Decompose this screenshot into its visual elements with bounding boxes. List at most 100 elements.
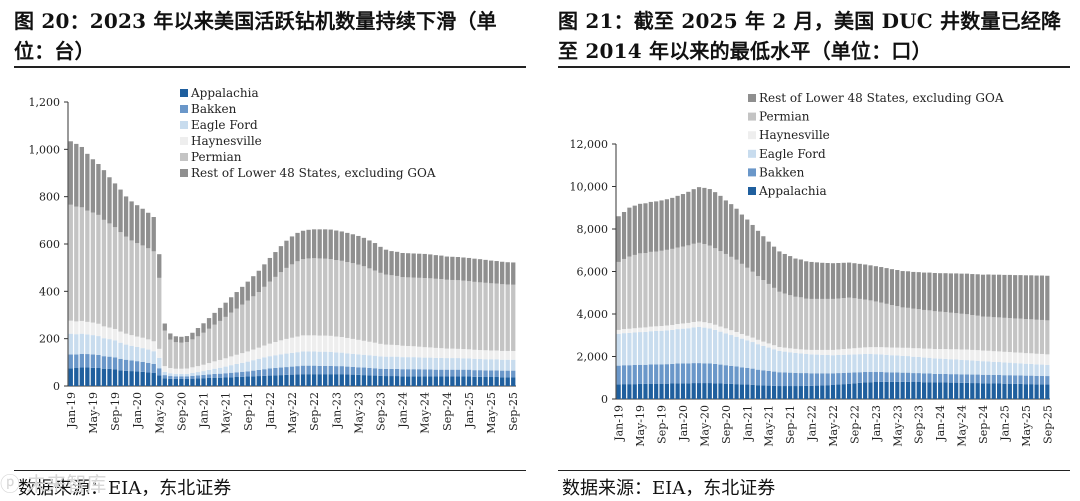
x-tick-label: Sep-24 bbox=[977, 405, 990, 444]
bar-bakken bbox=[400, 369, 405, 377]
x-tick-label: May-25 bbox=[485, 392, 498, 434]
bar-bakken bbox=[820, 373, 825, 386]
bar-rest-of-lower-48-states-excluding-goa bbox=[90, 159, 96, 213]
bar-rest-of-lower-48-states-excluding-goa bbox=[659, 200, 664, 251]
bar-haynesville bbox=[134, 336, 140, 347]
x-tick: May-20 bbox=[698, 405, 711, 447]
bar-rest-of-lower-48-states-excluding-goa bbox=[168, 333, 173, 340]
bar-appalachia bbox=[895, 381, 900, 399]
bar-permian bbox=[389, 275, 394, 345]
bar-haynesville bbox=[295, 336, 300, 353]
bar-haynesville bbox=[1034, 353, 1039, 365]
bar-bakken bbox=[997, 374, 1002, 384]
bar-haynesville bbox=[648, 326, 653, 332]
legend-swatch-bakken bbox=[180, 105, 188, 113]
bar-rest-of-lower-48-states-excluding-goa bbox=[367, 240, 372, 269]
bar-appalachia bbox=[1007, 383, 1012, 399]
bar-haynesville bbox=[938, 349, 943, 359]
bar-eagle-ford bbox=[245, 361, 250, 372]
bar-haynesville bbox=[782, 347, 787, 352]
bar-haynesville bbox=[964, 349, 970, 361]
bar-eagle-ford bbox=[975, 360, 980, 375]
bar-bakken bbox=[500, 370, 505, 378]
bar-haynesville bbox=[723, 328, 728, 334]
bar-rest-of-lower-48-states-excluding-goa bbox=[339, 231, 344, 261]
x-tick-label: Jan-19 bbox=[65, 392, 78, 429]
bar-haynesville bbox=[691, 321, 696, 328]
bar-haynesville bbox=[911, 348, 916, 357]
bar-eagle-ford bbox=[195, 372, 201, 376]
bar-eagle-ford bbox=[168, 373, 173, 377]
bar-permian bbox=[79, 207, 84, 321]
bar-eagle-ford bbox=[477, 359, 483, 371]
bar-haynesville bbox=[234, 354, 239, 364]
bar-appalachia bbox=[825, 385, 830, 399]
bar-eagle-ford bbox=[212, 368, 217, 374]
bar-rest-of-lower-48-states-excluding-goa bbox=[428, 254, 433, 279]
bar-rest-of-lower-48-states-excluding-goa bbox=[300, 230, 306, 260]
bar-bakken bbox=[675, 363, 680, 384]
x-tick-label: Jan-25 bbox=[463, 392, 476, 429]
legend-label: Rest of Lower 48 States, excluding GOA bbox=[191, 166, 436, 180]
bar-haynesville bbox=[151, 341, 156, 352]
source-divider bbox=[558, 470, 1070, 471]
bar-bakken bbox=[112, 357, 118, 370]
bar-rest-of-lower-48-states-excluding-goa bbox=[157, 254, 162, 278]
bar-bakken bbox=[146, 362, 151, 373]
bar-permian bbox=[85, 210, 90, 322]
y-tick-label: 2,000 bbox=[577, 351, 609, 364]
bar-rest-of-lower-48-states-excluding-goa bbox=[905, 271, 911, 308]
bar-eagle-ford bbox=[455, 358, 461, 370]
bar-rest-of-lower-48-states-excluding-goa bbox=[455, 257, 461, 281]
bar-bakken bbox=[245, 371, 250, 377]
bar-permian bbox=[900, 307, 905, 348]
bar-appalachia bbox=[868, 382, 873, 399]
bar-permian bbox=[991, 317, 996, 352]
bar-appalachia bbox=[378, 375, 383, 386]
x-tick: Sep-22 bbox=[848, 405, 861, 444]
x-tick: Jan-23 bbox=[870, 405, 883, 442]
title-divider bbox=[558, 66, 1070, 68]
bar-eagle-ford bbox=[146, 349, 151, 363]
bar-rest-of-lower-48-states-excluding-goa bbox=[938, 273, 943, 312]
bar-appalachia bbox=[151, 372, 156, 386]
bar-permian bbox=[511, 284, 516, 351]
bar-permian bbox=[262, 286, 267, 346]
bar-appalachia bbox=[809, 385, 814, 399]
legend-swatch-rest-of-lower-48-states-excluding-goa bbox=[748, 94, 756, 102]
bar-rest-of-lower-48-states-excluding-goa bbox=[830, 263, 836, 299]
bar-bakken bbox=[1029, 375, 1034, 385]
bar-appalachia bbox=[911, 382, 916, 399]
y-tick-label: 4,000 bbox=[577, 308, 609, 321]
bar-rest-of-lower-48-states-excluding-goa bbox=[217, 307, 223, 321]
bar-appalachia bbox=[107, 368, 112, 386]
bar-appalachia bbox=[201, 378, 206, 386]
bar-appalachia bbox=[240, 376, 245, 386]
bar-permian bbox=[648, 251, 653, 327]
bar-permian bbox=[278, 272, 284, 341]
bar-permian bbox=[734, 259, 739, 332]
bar-rest-of-lower-48-states-excluding-goa bbox=[889, 269, 895, 306]
bar-haynesville bbox=[627, 328, 632, 333]
bar-haynesville bbox=[256, 347, 261, 359]
bar-eagle-ford bbox=[311, 351, 317, 366]
bar-rest-of-lower-48-states-excluding-goa bbox=[394, 251, 400, 276]
bar-appalachia bbox=[830, 384, 836, 399]
legend-label: Bakken bbox=[759, 165, 805, 179]
bar-haynesville bbox=[389, 344, 394, 357]
bar-permian bbox=[809, 298, 814, 350]
bar-haynesville bbox=[328, 335, 333, 352]
bar-eagle-ford bbox=[317, 351, 322, 366]
bar-haynesville bbox=[201, 364, 206, 372]
bar-permian bbox=[798, 297, 803, 350]
bar-permian bbox=[932, 311, 937, 350]
bar-haynesville bbox=[157, 348, 162, 358]
bar-bakken bbox=[317, 365, 322, 375]
bar-bakken bbox=[664, 364, 669, 384]
bar-haynesville bbox=[948, 349, 953, 360]
bar-haynesville bbox=[79, 320, 84, 334]
bar-bakken bbox=[632, 365, 637, 385]
bar-rest-of-lower-48-states-excluding-goa bbox=[240, 286, 245, 305]
bar-haynesville bbox=[1013, 352, 1018, 364]
y-tick-label: 1,000 bbox=[29, 143, 61, 156]
